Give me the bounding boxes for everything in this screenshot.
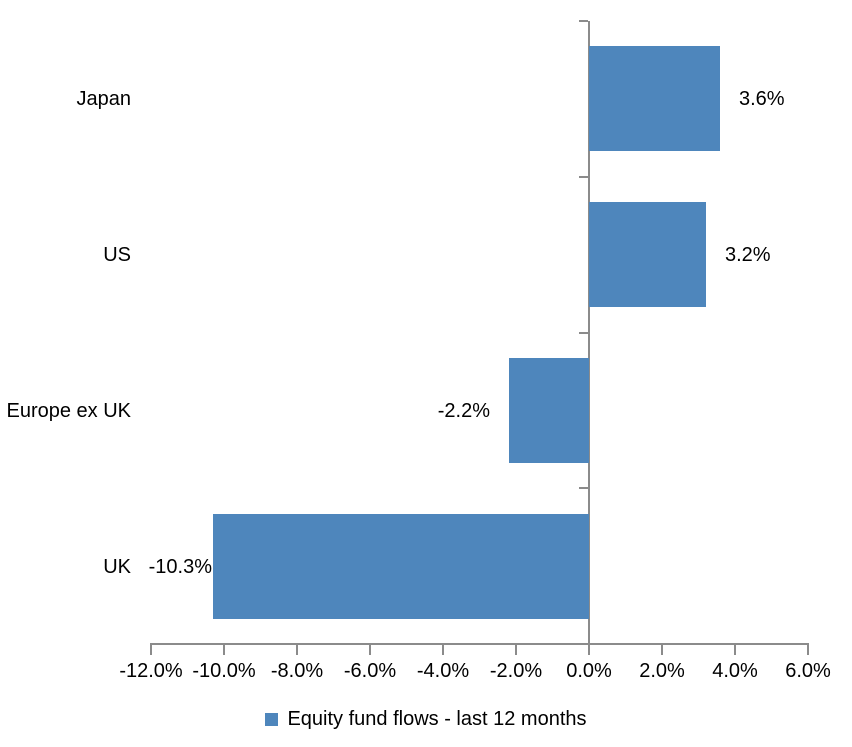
value-label-europe-ex-uk: -2.2% [437,400,490,422]
value-label-uk: -10.3% [148,556,212,578]
x-axis-tick-label: 4.0% [712,660,758,682]
x-axis-tick [369,643,371,655]
x-axis-tick-label: -8.0% [270,660,324,682]
category-label-europe-ex-uk: Europe ex UK [6,400,131,422]
bar-uk [213,514,589,619]
value-label-us: 3.2% [725,244,771,266]
value-label-japan: 3.6% [739,88,785,110]
x-axis-tick [661,643,663,655]
x-axis-tick [223,643,225,655]
x-axis-tick-label: -10.0% [192,660,256,682]
y-axis-tick [579,487,588,489]
y-axis-line [588,21,590,644]
bar-japan [589,46,720,151]
x-axis-tick [442,643,444,655]
x-axis-line [150,643,809,645]
x-axis-tick-label: -6.0% [343,660,397,682]
y-axis-tick [579,176,588,178]
x-axis-tick-label: 2.0% [639,660,685,682]
x-axis-tick-label: -2.0% [489,660,543,682]
legend: Equity fund flows - last 12 months [0,707,852,731]
x-axis-tick [734,643,736,655]
x-axis-tick-label: -4.0% [416,660,470,682]
y-axis-tick [579,20,588,22]
y-axis-tick [579,332,588,334]
category-label-japan: Japan [76,88,132,110]
x-axis-tick [515,643,517,655]
x-axis-tick [807,643,809,655]
x-axis-tick-label: 6.0% [785,660,831,682]
bar-us [589,202,706,307]
x-axis-tick [588,643,590,655]
x-axis-tick [150,643,152,655]
x-axis-tick [296,643,298,655]
legend-label: Equity fund flows - last 12 months [287,708,587,730]
category-label-us: US [103,244,131,266]
x-axis-tick-label: -12.0% [119,660,183,682]
legend-marker-icon [265,712,279,726]
bar-europe-ex-uk [509,358,589,463]
x-axis-tick-label: 0.0% [566,660,612,682]
category-label-uk: UK [103,556,131,578]
